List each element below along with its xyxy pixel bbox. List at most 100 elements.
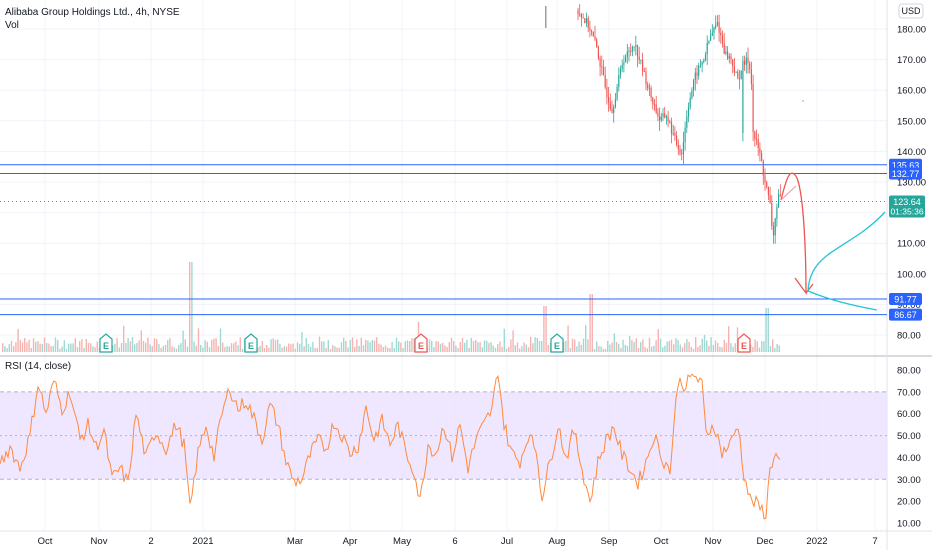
last-price-tag: [889, 195, 925, 218]
earnings-marker-4[interactable]: E: [550, 333, 564, 353]
volume-bar: [184, 339, 186, 352]
volume-bar: [468, 347, 470, 352]
candle-body: [628, 50, 630, 52]
volume-bar: [437, 341, 439, 352]
candle-body: [597, 47, 599, 59]
volume-bar: [125, 343, 127, 352]
volume-bar: [541, 340, 543, 352]
volume-bar: [208, 347, 211, 352]
volume-bar: [365, 339, 367, 352]
volume-bar: [494, 347, 497, 352]
rsi-series: [0, 373, 781, 520]
candle-body: [706, 43, 708, 55]
volume-bar: [360, 337, 362, 352]
volume-bar: [439, 343, 442, 352]
volume-bar: [241, 348, 244, 352]
volume-bar: [706, 340, 708, 352]
candle-body: [766, 182, 768, 187]
volume-bar: [527, 347, 530, 352]
price-tick-label: 90.00: [897, 300, 921, 311]
rsi-tick-label: 20.00: [897, 497, 921, 508]
volume-bar: [380, 344, 382, 352]
volume-bar: [191, 262, 193, 352]
time-tick-label: Nov: [91, 536, 108, 547]
volume-bar: [226, 346, 228, 352]
candle-body: [752, 83, 754, 132]
candle-body: [662, 113, 664, 117]
volume-bar: [323, 341, 325, 352]
horizontal-levels[interactable]: [0, 164, 887, 316]
volume-bar: [719, 346, 721, 352]
earnings-marker-5[interactable]: E: [737, 333, 751, 353]
volume-bar: [296, 342, 299, 352]
time-tick-label: Mar: [287, 536, 303, 547]
volume-bar: [118, 347, 120, 352]
currency-badge[interactable]: USD: [898, 3, 924, 19]
candle-body: [720, 32, 722, 36]
candle-body: [650, 87, 652, 98]
volume-bar: [189, 262, 191, 352]
volume-bar: [503, 328, 505, 352]
volume-bar: [514, 345, 516, 352]
candle-body: [608, 97, 610, 103]
volume-bar: [686, 339, 688, 352]
candle-body: [759, 147, 761, 154]
volume-bar: [182, 330, 184, 352]
candle-body: [647, 84, 649, 89]
volume-bar: [668, 341, 670, 352]
volume-bar: [734, 343, 736, 352]
volume-bar: [486, 340, 488, 352]
candle-body: [699, 65, 701, 67]
volume-bar: [406, 340, 409, 352]
cyan-curve-upper[interactable]: [807, 211, 886, 292]
earnings-marker-2[interactable]: E: [244, 333, 258, 353]
volume-bar: [237, 345, 239, 352]
volume-bar: [754, 339, 756, 352]
volume-bar: [677, 339, 679, 352]
volume-bar: [263, 348, 266, 352]
volume-bar: [79, 341, 81, 352]
earnings-badge: [244, 333, 258, 353]
cyan-curve-lower[interactable]: [807, 290, 878, 311]
candle-body: [623, 62, 625, 65]
volume-bar: [455, 345, 457, 352]
red-projection-path[interactable]: [780, 172, 814, 295]
volume-bar: [116, 338, 118, 352]
volume-bar: [145, 342, 147, 352]
candle-body: [691, 90, 693, 99]
time-scale[interactable]: Oct Nov 2 2021 Mar Apr May 6 Jul Aug Sep Oct Nov Dec 2…: [38, 536, 878, 547]
volume-bar: [235, 341, 237, 352]
volume-bar: [162, 345, 164, 352]
volume-bar: [94, 347, 96, 352]
rsi-tick-label: 60.00: [897, 409, 921, 420]
volume-bar: [692, 348, 695, 352]
volume-bar: [725, 342, 728, 352]
candle-body: [587, 18, 589, 28]
price-tick-label: 110.00: [897, 239, 925, 250]
volume-bar: [714, 340, 717, 352]
volume-bar: [19, 339, 21, 352]
volume-bar: [413, 338, 415, 352]
earnings-badge: [99, 333, 113, 353]
price-scale[interactable]: 180.00 170.00 160.00 150.00 140.00 130.00 110.…: [897, 25, 926, 530]
volume-bar: [769, 345, 772, 352]
candle-body: [681, 153, 683, 155]
volume-bar: [367, 340, 369, 352]
volume-bar: [703, 334, 706, 352]
volume-bar: [589, 294, 591, 352]
volume-bar: [774, 348, 776, 352]
volume-bar: [338, 347, 340, 352]
volume-bar: [290, 344, 292, 352]
volume-bar: [261, 340, 263, 352]
volume-bar: [138, 340, 140, 352]
candle-body: [604, 75, 606, 88]
rsi-title: RSI (14, close): [5, 361, 71, 372]
volume-bar: [516, 342, 519, 352]
drawings[interactable]: [780, 100, 886, 311]
earnings-marker-3[interactable]: E: [414, 333, 428, 353]
trend-line[interactable]: [780, 185, 797, 201]
candle-body: [635, 44, 637, 47]
earnings-marker-1[interactable]: E: [99, 333, 113, 353]
